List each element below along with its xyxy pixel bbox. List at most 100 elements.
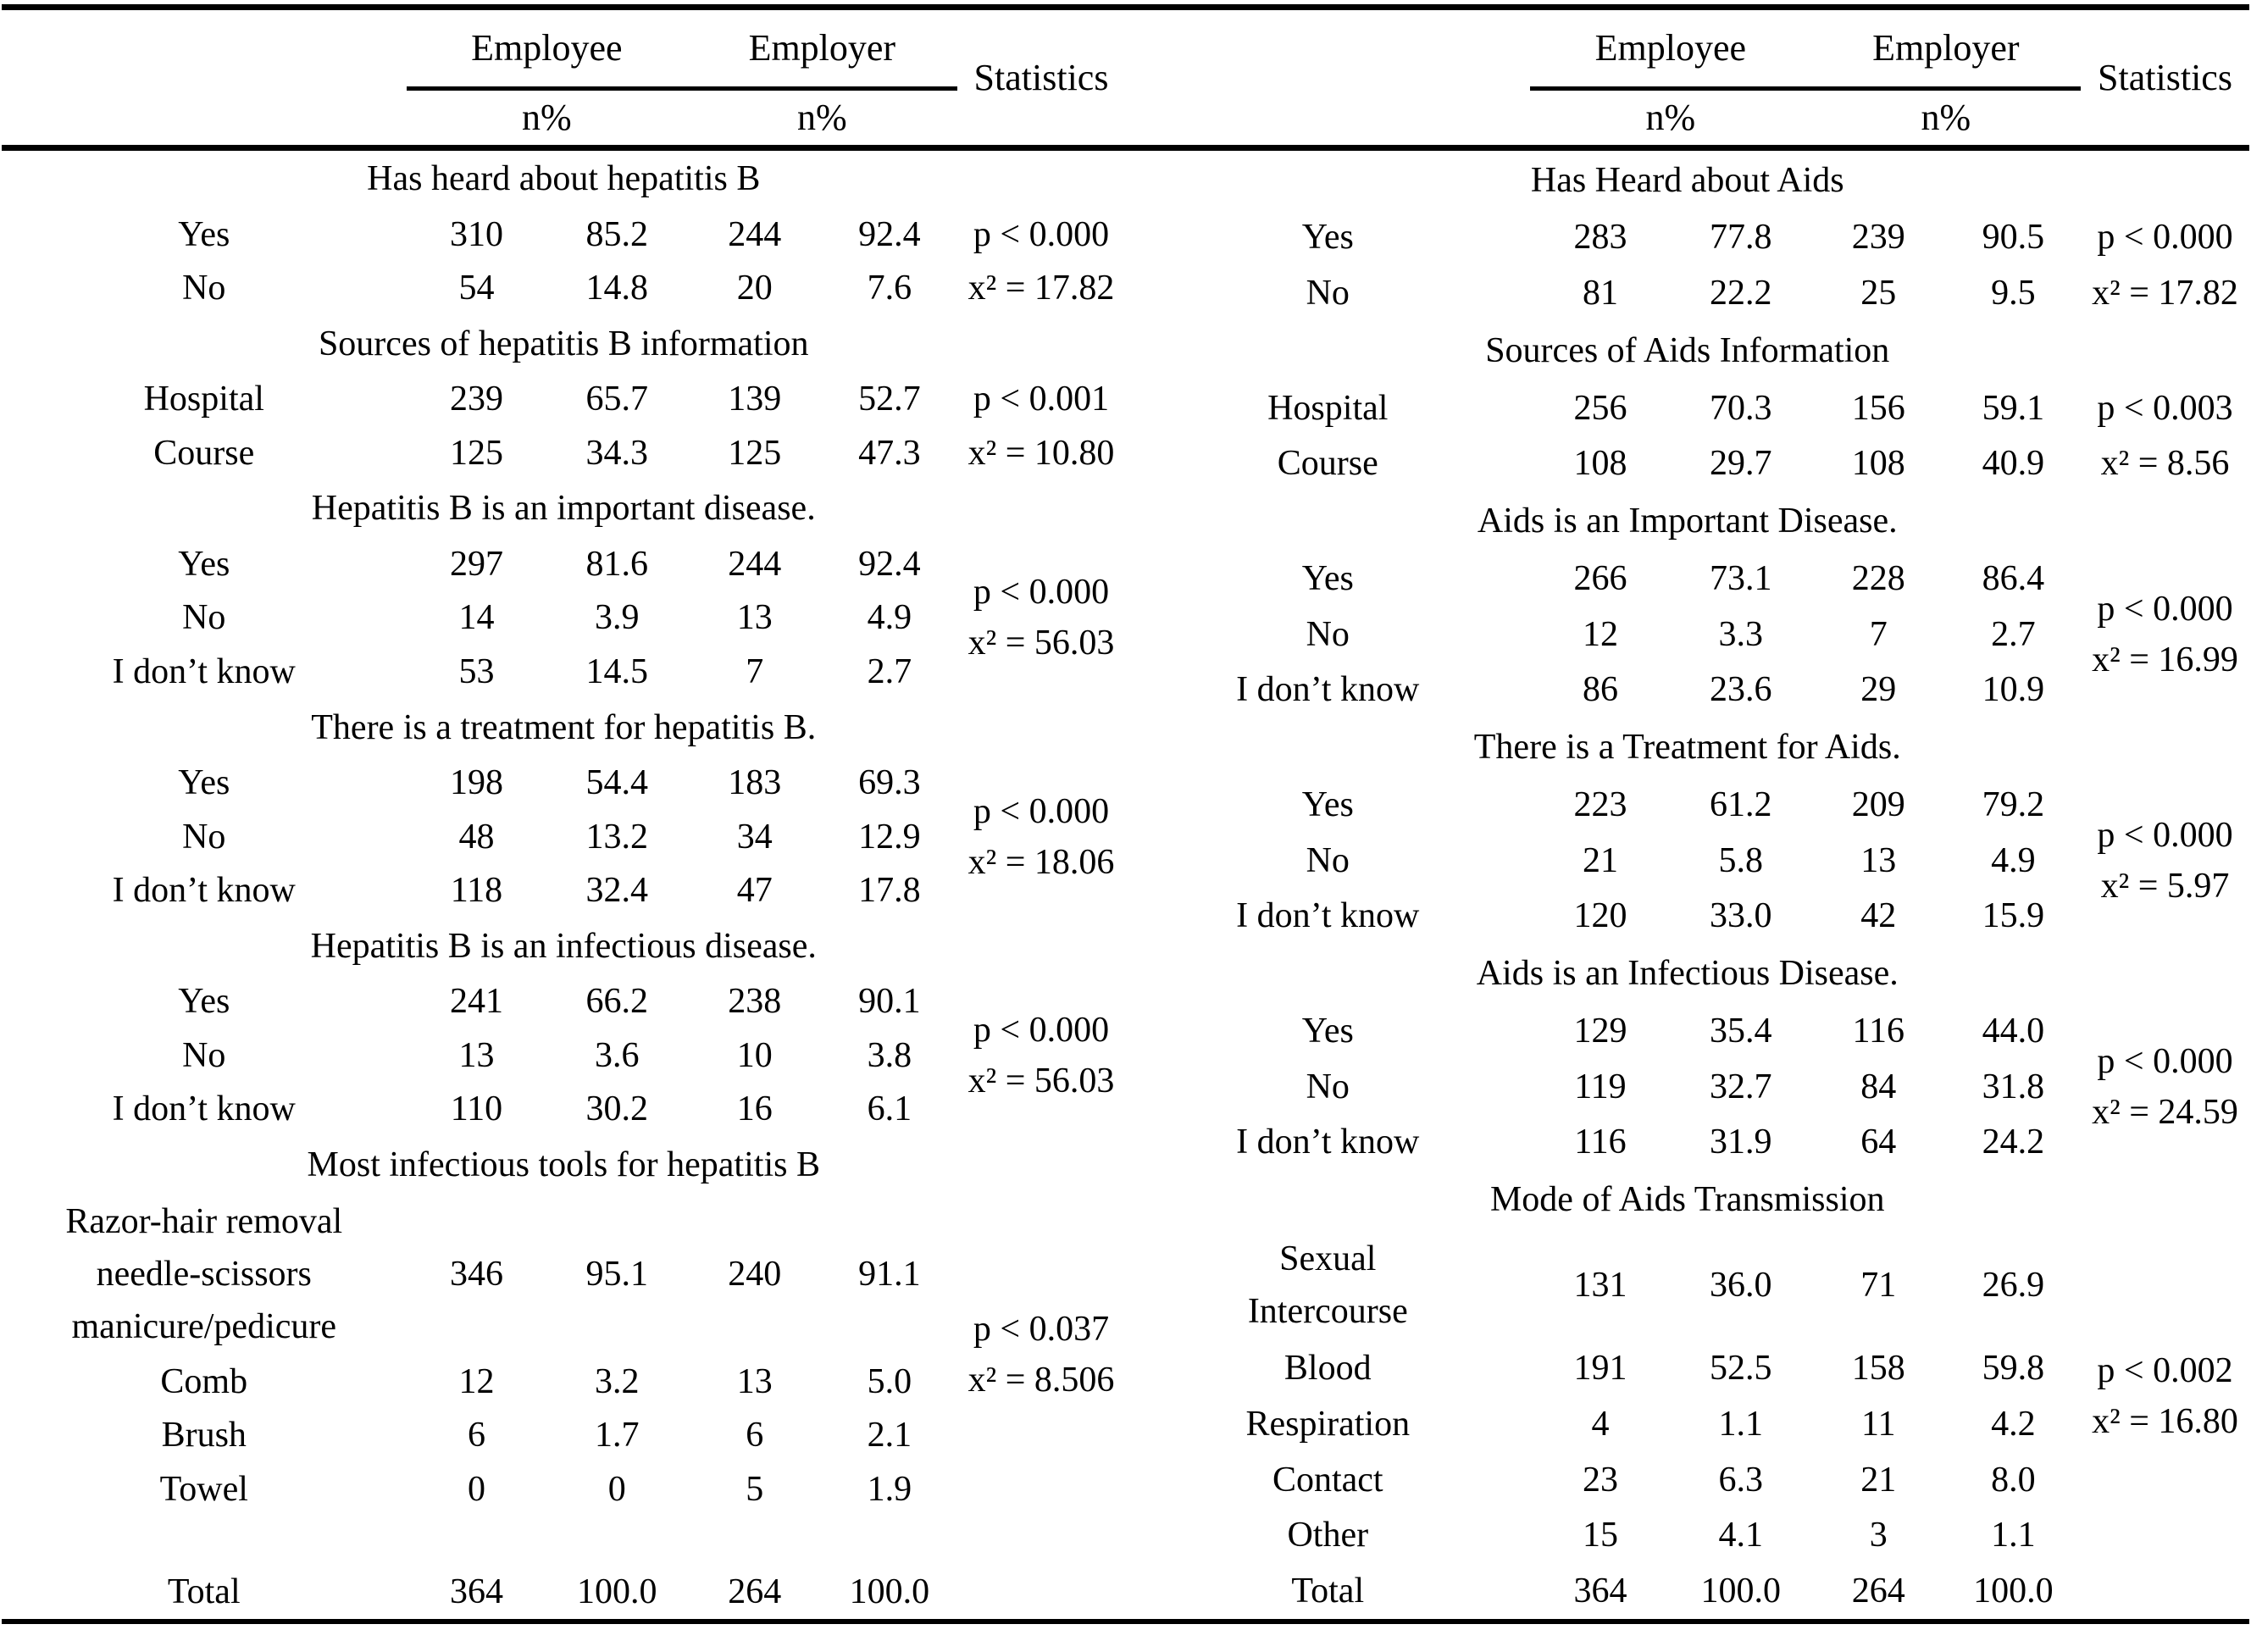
row-label: Other <box>1287 1516 1369 1555</box>
cell-value: 5 <box>746 1469 764 1509</box>
section-title: Has heard about hepatitis B <box>367 159 761 199</box>
total-label: Total <box>167 1572 241 1612</box>
total-value: 100.0 <box>849 1572 930 1612</box>
section-title: Aids is an Infectious Disease. <box>1476 954 1899 994</box>
hepatitis-b-table: Employee Employer Statistics n% n% Has heard … <box>2 10 1126 1619</box>
row-label: No <box>1306 1067 1350 1106</box>
cell-value: 7 <box>746 651 764 691</box>
total-value: 100.0 <box>1700 1572 1782 1610</box>
cell-value: 108 <box>1851 444 1905 484</box>
cell-value: 14.5 <box>585 651 649 691</box>
cell-value: 118 <box>450 871 503 910</box>
cell-value: 183 <box>728 763 782 803</box>
header-group-row: Employee Employer Statistics <box>2 10 1126 151</box>
row-label: Yes <box>1301 558 1354 598</box>
cell-value: 139 <box>728 380 782 419</box>
cell-value: 24.2 <box>1982 1123 2045 1162</box>
section-statistics: p < 0.000 x² = 56.03 <box>957 537 1126 698</box>
section-title-row: There is a treatment for hepatitis B. <box>2 699 1126 757</box>
total-row: Total 364 100.0 264 100.0 <box>1126 1563 2250 1619</box>
cell-value: 22.2 <box>1710 274 1772 313</box>
total-value: 264 <box>1851 1572 1905 1610</box>
total-value: 100.0 <box>1973 1572 2054 1610</box>
table-body: Has Heard about Aids Yes 283 77.8 239 90.5 p <… <box>1126 147 2250 1619</box>
row-label: Yes <box>1301 784 1354 824</box>
cell-value: 283 <box>1573 218 1627 258</box>
cell-value: 129 <box>1573 1011 1627 1051</box>
cell-value: 66.2 <box>585 982 649 1022</box>
table-header: Employee Employer Statistics n% n% <box>1125 10 2249 151</box>
table-row: No 12 3.3 7 2.7 <box>1126 607 2250 662</box>
corner-cell <box>1125 88 1531 151</box>
table-row: Course 125 34.3 125 47.3 x² = 10.80 <box>2 426 1126 480</box>
row-label: No <box>182 1035 226 1075</box>
row-label: Yes <box>1301 1011 1354 1051</box>
cell-value: 12 <box>458 1361 495 1401</box>
cell-value: 241 <box>449 982 503 1022</box>
section-statistics: p < 0.000 x² = 24.59 <box>2081 1003 2249 1170</box>
section-title: Has Heard about Aids <box>1530 160 1844 200</box>
statistics-header: Statistics <box>956 10 1126 151</box>
row-label: I don’t know <box>112 1089 296 1129</box>
p-value: p < 0.002 <box>2097 1350 2233 1390</box>
cell-value: 9.5 <box>1991 274 2036 313</box>
spacer-cell <box>2 1516 1126 1565</box>
corner-cell <box>1126 10 1531 88</box>
section-title-row: Aids is an Infectious Disease. <box>1126 944 2250 1003</box>
cell-value: 90.5 <box>1982 218 2045 258</box>
cell-value: 95.1 <box>585 1254 649 1294</box>
total-row: Total 364 100.0 264 100.0 <box>2 1565 1126 1619</box>
cell-value: 34 <box>736 817 773 856</box>
table-row: Hospital 256 70.3 156 59.1 p < 0.003 <box>1126 380 2250 436</box>
table-row: Respiration 4 1.1 11 4.2 <box>1126 1396 2250 1452</box>
cell-value: 15 <box>1582 1516 1618 1555</box>
table-row: Yes 223 61.2 209 79.2 p < 0.000 x² = 5.97 <box>1126 777 2250 906</box>
cell-value: 244 <box>728 545 782 584</box>
section-statistics: p < 0.037 x² = 8.506 <box>957 1193 1126 1516</box>
section-title-row: Aids is an Important Disease. <box>1126 491 2250 551</box>
table-row: Yes 198 54.4 183 69.3 p < 0.000 x² = 18.06 <box>2 756 1126 881</box>
employer-group-header: Employer <box>687 10 957 91</box>
employee-n-percent-header: n% <box>406 88 688 151</box>
table-row: I don’t know 120 33.0 42 15.9 <box>1126 888 2250 944</box>
cell-value: 40.9 <box>1982 444 2045 484</box>
cell-value: 2.7 <box>867 651 912 691</box>
row-label: Blood <box>1284 1349 1372 1389</box>
cell-value: 125 <box>449 433 503 473</box>
cell-value: 6 <box>746 1416 764 1455</box>
table-row: No 48 13.2 34 12.9 <box>2 810 1126 863</box>
table-row: Course 108 29.7 108 40.9 x² = 8.56 <box>1126 436 2250 492</box>
cell-value: 32.4 <box>585 871 649 910</box>
row-label: Yes <box>1301 218 1354 258</box>
p-value: p < 0.001 <box>973 380 1110 419</box>
section-title-row: Mode of Aids Transmission <box>1126 1170 2250 1229</box>
cell-value: 3 <box>1869 1516 1888 1555</box>
row-label: No <box>182 598 226 638</box>
cell-value: 42 <box>1860 896 1897 936</box>
cell-value: 310 <box>449 214 503 254</box>
section-title: Sources of hepatitis B information <box>318 324 809 363</box>
table-row: Yes 266 73.1 228 86.4 p < 0.000 x² = 16.99 <box>1126 551 2250 679</box>
section-title-row: Has Heard about Aids <box>1126 147 2250 210</box>
cell-value: 61.2 <box>1710 784 1772 824</box>
chi-square-value: x² = 8.56 <box>2100 444 2230 484</box>
cell-value: 4.9 <box>867 598 912 638</box>
cell-value: 10 <box>736 1035 773 1075</box>
cell-value: 29 <box>1860 670 1897 710</box>
row-label: I don’t know <box>1236 670 1420 710</box>
row-label: Brush <box>161 1416 247 1455</box>
total-value: 364 <box>449 1572 503 1612</box>
cell-value: 31.9 <box>1710 1123 1772 1162</box>
section-title: Mode of Aids Transmission <box>1489 1180 1885 1219</box>
header-group-row: Employee Employer Statistics <box>1126 10 2249 151</box>
cell-value: 3.6 <box>595 1035 640 1075</box>
cell-value: 54 <box>458 269 495 308</box>
cell-value: 25 <box>1860 274 1897 313</box>
cell-value: 84 <box>1860 1067 1897 1106</box>
cell-value: 86.4 <box>1982 558 2045 598</box>
cell-value: 35.4 <box>1710 1011 1772 1051</box>
cell-value: 59.8 <box>1982 1349 2045 1389</box>
cell-value: 90.1 <box>858 982 921 1022</box>
table-body: Has heard about hepatitis B Yes 310 85.2 244… <box>2 147 1126 1619</box>
cell-value: 1.1 <box>1991 1516 2036 1555</box>
